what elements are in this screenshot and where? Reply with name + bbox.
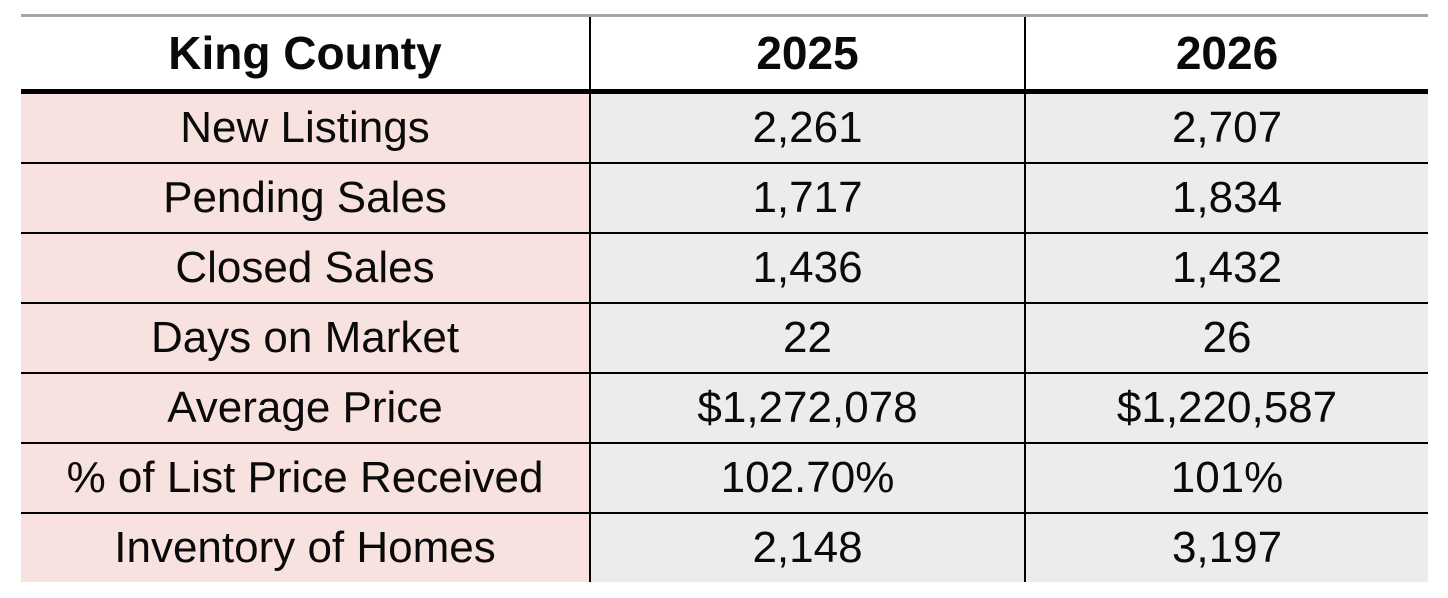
value-2026-cell: 1,834 xyxy=(1024,163,1428,234)
table-row: New Listings 2,261 2,707 xyxy=(21,91,1428,164)
value-2026-cell: 101% xyxy=(1024,443,1428,514)
row-label-cell: Pending Sales xyxy=(21,163,590,234)
value-2025-cell: 1,717 xyxy=(589,163,1025,234)
value-2026-cell: 2,707 xyxy=(1024,91,1428,164)
value-2026-cell: $1,220,587 xyxy=(1024,373,1428,444)
value-2025-cell: $1,272,078 xyxy=(589,373,1025,444)
year-2025-header: 2025 xyxy=(589,15,1025,94)
table-row: Inventory of Homes 2,148 3,197 xyxy=(21,513,1428,582)
row-label-cell: Days on Market xyxy=(21,303,590,374)
table-row: % of List Price Received 102.70% 101% xyxy=(21,443,1428,514)
value-2026-cell: 1,432 xyxy=(1024,233,1428,304)
value-2025-cell: 2,261 xyxy=(589,91,1025,164)
year-2026-header: 2026 xyxy=(1024,15,1428,94)
table-row: Average Price $1,272,078 $1,220,587 xyxy=(21,373,1428,444)
table-row: Pending Sales 1,717 1,834 xyxy=(21,163,1428,234)
header-row: King County 2025 2026 xyxy=(21,15,1428,94)
row-label-cell: Average Price xyxy=(21,373,590,444)
table-row: Days on Market 22 26 xyxy=(21,303,1428,374)
row-label-cell: Closed Sales xyxy=(21,233,590,304)
row-label-cell: % of List Price Received xyxy=(21,443,590,514)
value-2026-cell: 3,197 xyxy=(1024,513,1428,582)
row-label-cell: New Listings xyxy=(21,91,590,164)
value-2026-cell: 26 xyxy=(1024,303,1428,374)
king-county-table: King County 2025 2026 New Listings 2,261 2… xyxy=(21,14,1428,582)
table-row: Closed Sales 1,436 1,432 xyxy=(21,233,1428,304)
row-label-cell: Inventory of Homes xyxy=(21,513,590,582)
value-2025-cell: 22 xyxy=(589,303,1025,374)
value-2025-cell: 2,148 xyxy=(589,513,1025,582)
value-2025-cell: 102.70% xyxy=(589,443,1025,514)
value-2025-cell: 1,436 xyxy=(589,233,1025,304)
table-title-cell: King County xyxy=(21,15,590,94)
